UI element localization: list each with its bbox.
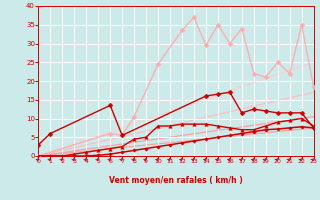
X-axis label: Vent moyen/en rafales ( km/h ): Vent moyen/en rafales ( km/h ): [109, 176, 243, 185]
